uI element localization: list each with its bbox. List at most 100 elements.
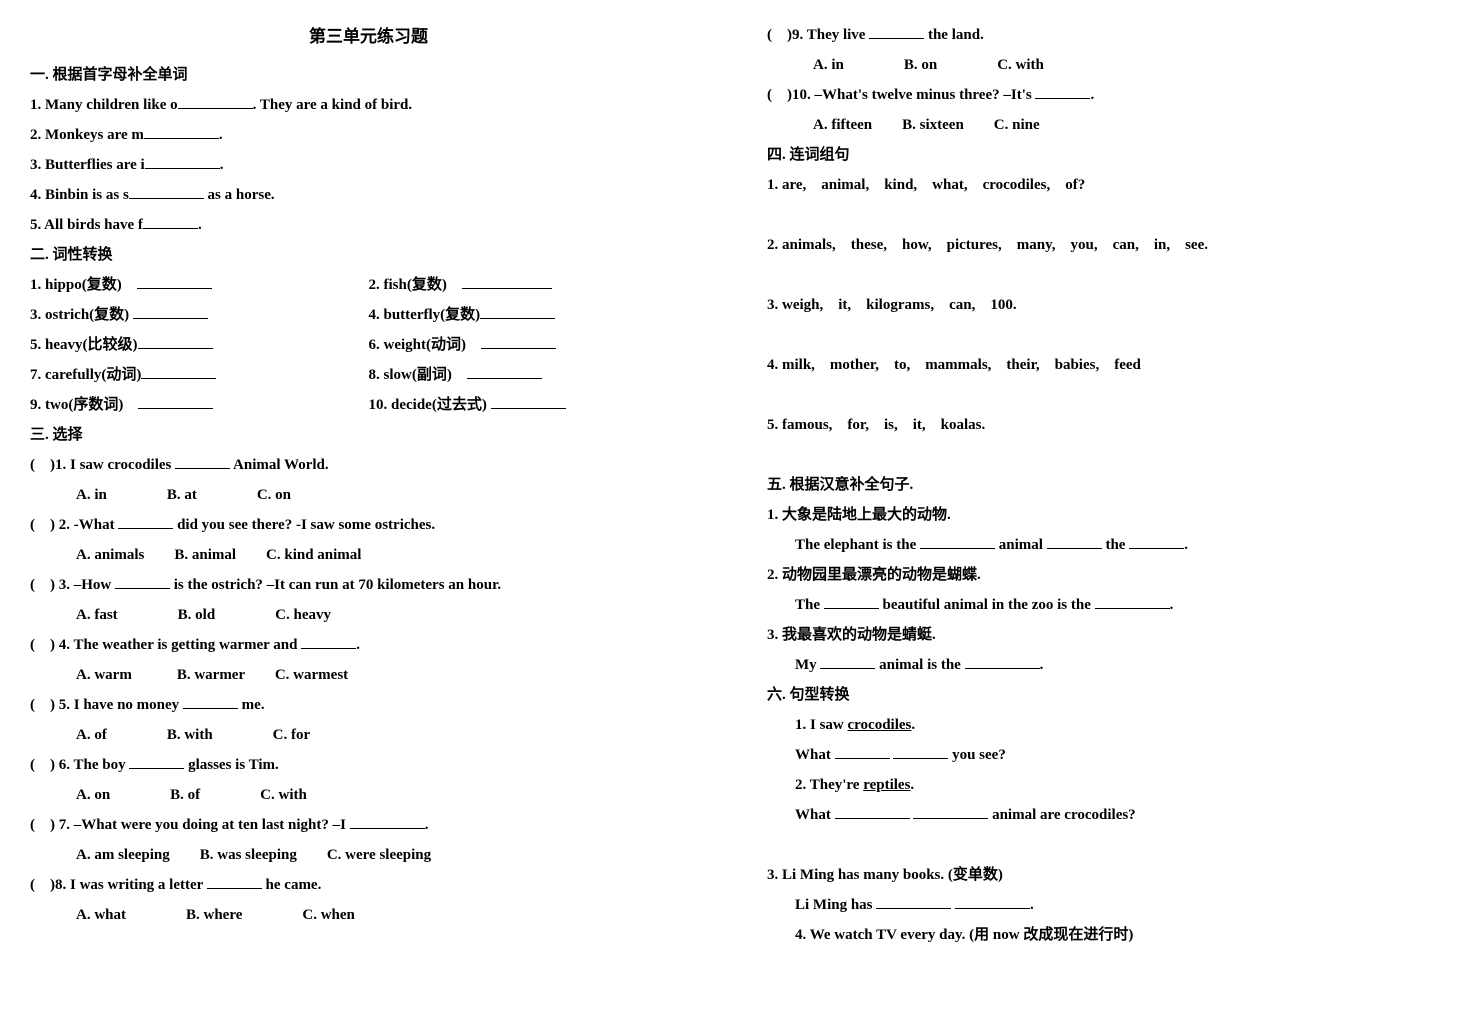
s3-q2-b: did you see there? -I saw some ostriches… bbox=[173, 517, 435, 533]
s2-q9: 9. two(序数词) bbox=[30, 397, 123, 413]
s6-q4: 4. We watch TV every day. (用 now 改成现在进行时… bbox=[767, 920, 1444, 950]
s2-q7-blank[interactable] bbox=[141, 365, 216, 380]
s6-q2-blank2[interactable] bbox=[913, 805, 988, 820]
section-3-heading: 三. 选择 bbox=[30, 420, 707, 450]
s2-q7: 7. carefully(动词) bbox=[30, 367, 141, 383]
s5-q1-b: animal bbox=[999, 537, 1047, 553]
s6-q1-b: . bbox=[911, 717, 915, 733]
s2-q2: 2. fish(复数) bbox=[369, 277, 447, 293]
s1-q2-text-b: . bbox=[219, 127, 223, 143]
s2-q10-blank[interactable] bbox=[491, 395, 566, 410]
s3-q5: ( ) 5. I have no money me. bbox=[30, 690, 707, 720]
s1-q5: 5. All birds have f. bbox=[30, 210, 707, 240]
section-2-heading: 二. 词性转换 bbox=[30, 240, 707, 270]
s2-row3: 5. heavy(比较级) 6. weight(动词) bbox=[30, 330, 707, 360]
s6-q2-underline: reptiles bbox=[863, 777, 910, 793]
s2-q9-blank[interactable] bbox=[138, 395, 213, 410]
s2-row2: 3. ostrich(复数) 4. butterfly(复数) bbox=[30, 300, 707, 330]
s5-q3-blank2[interactable] bbox=[965, 655, 1040, 670]
s5-q1-blank1[interactable] bbox=[920, 535, 995, 550]
s3-q4-a: ( ) 4. The weather is getting warmer and bbox=[30, 637, 301, 653]
s3-q2-a: ( ) 2. -What bbox=[30, 517, 118, 533]
s5-q2-blank1[interactable] bbox=[824, 595, 879, 610]
s1-q1-blank[interactable] bbox=[178, 95, 253, 110]
s5-q2-en: The beautiful animal in the zoo is the . bbox=[767, 590, 1444, 620]
s3-q3-opts: A. fast B. old C. heavy bbox=[30, 600, 707, 630]
s3-q9-a: ( )9. They live bbox=[767, 27, 869, 43]
s3-q9-b: the land. bbox=[924, 27, 984, 43]
s3-q8-b: he came. bbox=[262, 877, 322, 893]
s1-q5-text-b: . bbox=[198, 217, 202, 233]
s6-q2-ans: What animal are crocodiles? bbox=[767, 800, 1444, 830]
s2-q1: 1. hippo(复数) bbox=[30, 277, 122, 293]
s5-q1-blank3[interactable] bbox=[1129, 535, 1184, 550]
s1-q3: 3. Butterflies are i. bbox=[30, 150, 707, 180]
s3-q4-blank[interactable] bbox=[301, 635, 356, 650]
s3-q2: ( ) 2. -What did you see there? -I saw s… bbox=[30, 510, 707, 540]
worksheet-title: 第三单元练习题 bbox=[30, 20, 707, 54]
s3-q1-blank[interactable] bbox=[175, 455, 230, 470]
s3-q9-blank[interactable] bbox=[869, 25, 924, 40]
s3-q3-b: is the ostrich? –It can run at 70 kilome… bbox=[170, 577, 501, 593]
s6-q1-underline: crocodiles bbox=[848, 717, 912, 733]
s6-q1-a: 1. I saw bbox=[795, 717, 848, 733]
s1-q3-blank[interactable] bbox=[145, 155, 220, 170]
s3-q3: ( ) 3. –How is the ostrich? –It can run … bbox=[30, 570, 707, 600]
s5-q3-blank1[interactable] bbox=[820, 655, 875, 670]
s2-q5-blank[interactable] bbox=[138, 335, 213, 350]
s5-q3-cn: 3. 我最喜欢的动物是蜻蜓. bbox=[767, 620, 1444, 650]
s2-q8-blank[interactable] bbox=[467, 365, 542, 380]
s6-q1-blank1[interactable] bbox=[835, 745, 890, 760]
s3-q9: ( )9. They live the land. bbox=[767, 20, 1444, 50]
s3-q4: ( ) 4. The weather is getting warmer and… bbox=[30, 630, 707, 660]
s3-q9-opts: A. in B. on C. with bbox=[767, 50, 1444, 80]
s3-q7-blank[interactable] bbox=[350, 815, 425, 830]
s4-q2: 2. animals, these, how, pictures, many, … bbox=[767, 230, 1444, 260]
s5-q3-en: My animal is the . bbox=[767, 650, 1444, 680]
s2-q6-blank[interactable] bbox=[481, 335, 556, 350]
s3-q8-blank[interactable] bbox=[207, 875, 262, 890]
s5-q1-blank2[interactable] bbox=[1047, 535, 1102, 550]
s6-q1: 1. I saw crocodiles. bbox=[767, 710, 1444, 740]
s2-q1-blank[interactable] bbox=[137, 275, 212, 290]
s3-q3-a: ( ) 3. –How bbox=[30, 577, 115, 593]
s3-q2-blank[interactable] bbox=[118, 515, 173, 530]
s3-q6-opts: A. on B. of C. with bbox=[30, 780, 707, 810]
s6-q1-ans-b: you see? bbox=[948, 747, 1006, 763]
s1-q5-blank[interactable] bbox=[143, 215, 198, 230]
s2-q6: 6. weight(动词) bbox=[369, 337, 467, 353]
left-column: 第三单元练习题 一. 根据首字母补全单词 1. Many children li… bbox=[30, 20, 707, 950]
s6-q3-blank1[interactable] bbox=[876, 895, 951, 910]
s5-q2-b: beautiful animal in the zoo is the bbox=[883, 597, 1095, 613]
s6-q3-blank2[interactable] bbox=[955, 895, 1030, 910]
s3-q1-opts: A. in B. at C. on bbox=[30, 480, 707, 510]
s3-q8: ( )8. I was writing a letter he came. bbox=[30, 870, 707, 900]
s6-q1-blank2[interactable] bbox=[893, 745, 948, 760]
s2-q3-blank[interactable] bbox=[133, 305, 208, 320]
s1-q3-text-a: 3. Butterflies are i bbox=[30, 157, 145, 173]
s2-q4-blank[interactable] bbox=[480, 305, 555, 320]
s6-q3-ans-b: . bbox=[1030, 897, 1034, 913]
s1-q2-text-a: 2. Monkeys are m bbox=[30, 127, 144, 143]
s4-q3: 3. weigh, it, kilograms, can, 100. bbox=[767, 290, 1444, 320]
s5-q2-blank2[interactable] bbox=[1095, 595, 1170, 610]
s1-q1: 1. Many children like o. They are a kind… bbox=[30, 90, 707, 120]
s5-q1-cn: 1. 大象是陆地上最大的动物. bbox=[767, 500, 1444, 530]
s3-q5-blank[interactable] bbox=[183, 695, 238, 710]
s5-q2-c: . bbox=[1170, 597, 1174, 613]
s1-q2-blank[interactable] bbox=[144, 125, 219, 140]
s2-q2-blank[interactable] bbox=[462, 275, 552, 290]
s1-q4-blank[interactable] bbox=[129, 185, 204, 200]
s3-q10-blank[interactable] bbox=[1035, 85, 1090, 100]
s3-q6-blank[interactable] bbox=[129, 755, 184, 770]
s3-q10-a: ( )10. –What's twelve minus three? –It's bbox=[767, 87, 1035, 103]
s3-q1: ( )1. I saw crocodiles Animal World. bbox=[30, 450, 707, 480]
s6-q2-blank1[interactable] bbox=[835, 805, 910, 820]
s5-q1-d: . bbox=[1184, 537, 1188, 553]
s3-q3-blank[interactable] bbox=[115, 575, 170, 590]
s1-q5-text-a: 5. All birds have f bbox=[30, 217, 143, 233]
s3-q8-opts: A. what B. where C. when bbox=[30, 900, 707, 930]
s3-q10: ( )10. –What's twelve minus three? –It's… bbox=[767, 80, 1444, 110]
section-6-heading: 六. 句型转换 bbox=[767, 680, 1444, 710]
s3-q6: ( ) 6. The boy glasses is Tim. bbox=[30, 750, 707, 780]
